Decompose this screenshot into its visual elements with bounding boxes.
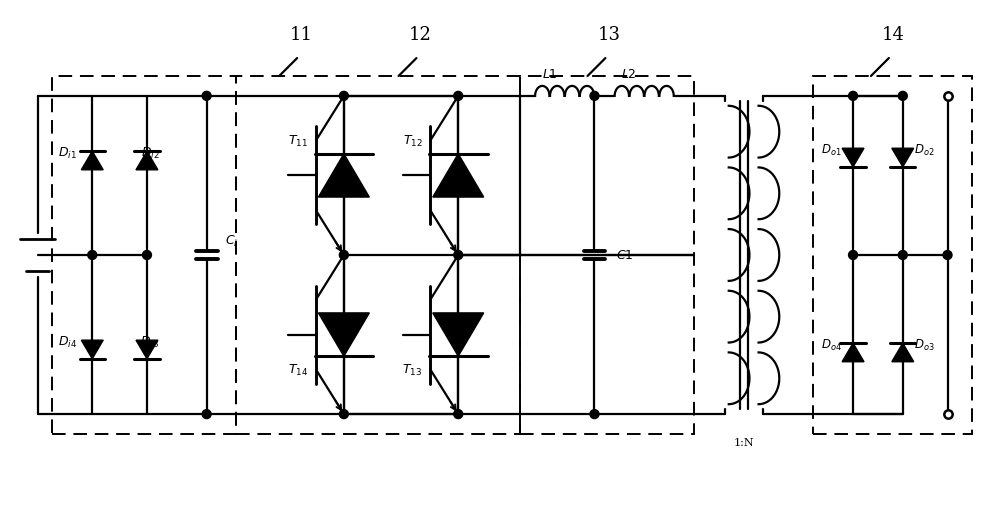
Text: 11: 11 — [290, 26, 313, 44]
Circle shape — [339, 92, 348, 101]
Bar — [813, 77, 972, 434]
Text: $L2$: $L2$ — [621, 68, 637, 81]
Bar — [520, 77, 694, 434]
Text: $D_{o2}$: $D_{o2}$ — [914, 143, 935, 158]
Circle shape — [590, 410, 599, 419]
Text: $T_{11}$: $T_{11}$ — [288, 134, 308, 149]
Circle shape — [898, 92, 907, 101]
Circle shape — [339, 251, 348, 260]
Text: $D_{o4}$: $D_{o4}$ — [821, 337, 842, 352]
Polygon shape — [81, 152, 103, 171]
Circle shape — [590, 92, 599, 101]
Circle shape — [454, 92, 463, 101]
Circle shape — [943, 251, 952, 260]
Polygon shape — [318, 155, 369, 197]
Text: 13: 13 — [598, 26, 621, 44]
Text: $D_{o3}$: $D_{o3}$ — [914, 337, 935, 352]
Circle shape — [849, 92, 858, 101]
Circle shape — [142, 251, 151, 260]
Polygon shape — [892, 149, 914, 168]
Circle shape — [202, 410, 211, 419]
Circle shape — [849, 251, 858, 260]
Text: 1:N: 1:N — [733, 437, 754, 447]
Polygon shape — [892, 343, 914, 362]
Text: $T_{13}$: $T_{13}$ — [402, 362, 423, 377]
Text: $L1$: $L1$ — [542, 68, 558, 81]
Text: $C_{i}$: $C_{i}$ — [225, 233, 238, 248]
Polygon shape — [842, 149, 864, 168]
Circle shape — [339, 410, 348, 419]
Bar — [236, 77, 520, 434]
Text: 14: 14 — [881, 26, 904, 44]
Bar — [52, 77, 236, 434]
Text: $D_{i4}$: $D_{i4}$ — [58, 334, 77, 349]
Polygon shape — [136, 340, 158, 359]
Polygon shape — [433, 155, 484, 197]
Polygon shape — [136, 152, 158, 171]
Text: $D_{i3}$: $D_{i3}$ — [140, 334, 159, 349]
Polygon shape — [842, 343, 864, 362]
Polygon shape — [433, 313, 484, 357]
Text: $C1$: $C1$ — [616, 249, 633, 262]
Text: $D_{o1}$: $D_{o1}$ — [821, 143, 841, 158]
Circle shape — [454, 251, 463, 260]
Polygon shape — [318, 313, 369, 357]
Polygon shape — [81, 340, 103, 359]
Circle shape — [454, 410, 463, 419]
Text: 12: 12 — [409, 26, 432, 44]
Circle shape — [898, 251, 907, 260]
Circle shape — [88, 251, 97, 260]
Text: $T_{14}$: $T_{14}$ — [288, 362, 308, 377]
Text: $D_{i1}$: $D_{i1}$ — [58, 146, 77, 161]
Circle shape — [202, 92, 211, 101]
Text: $D_{i2}$: $D_{i2}$ — [141, 146, 159, 161]
Text: $T_{12}$: $T_{12}$ — [403, 134, 422, 149]
